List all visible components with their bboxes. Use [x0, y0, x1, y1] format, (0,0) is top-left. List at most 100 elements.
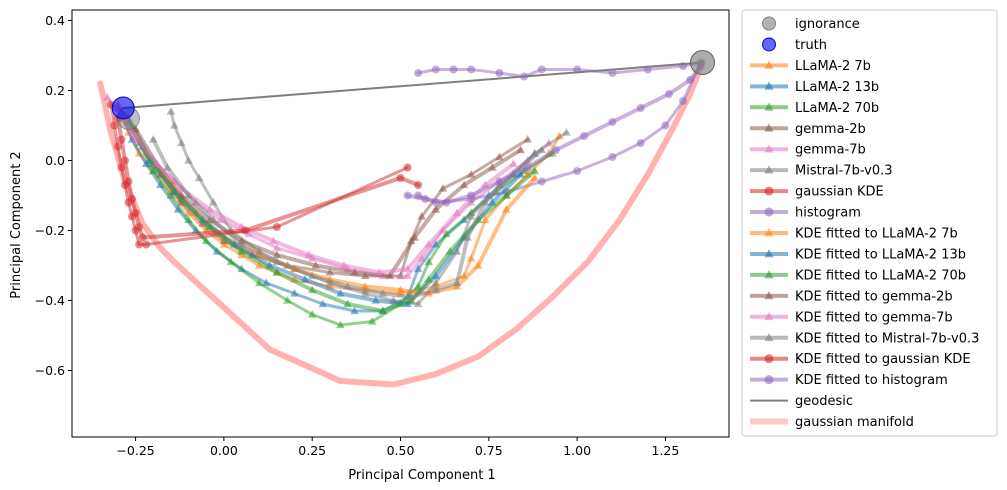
- point-kde-fitted-to-mistral-7b-v0-3: [272, 257, 282, 266]
- point-llama-2-70b: [254, 278, 264, 287]
- special-points: [111, 50, 716, 130]
- x-tick-label: 0.75: [475, 443, 503, 458]
- legend-item-ignorance: ignorance: [762, 16, 860, 32]
- legend-item-kde-fitted-to-gaussian-kde: KDE fitted to gaussian KDE: [750, 352, 971, 367]
- legend-marker: [764, 60, 774, 69]
- point-kde-fitted-to-mistral-7b-v0-3: [378, 289, 388, 297]
- point-kde-fitted-to-gaussian-kde: [138, 233, 147, 242]
- legend-item-kde-fitted-to-llama-2-70b: KDE fitted to LLaMA-2 70b: [750, 268, 966, 283]
- point-kde-fitted-to-gemma-2b: [410, 233, 419, 241]
- plot-frame: [71, 9, 730, 438]
- point-histogram: [467, 65, 476, 74]
- y-tick-label: 0.4: [45, 13, 65, 28]
- point-gaussian-kde: [272, 223, 281, 231]
- point-kde-fitted-to-gaussian-kde: [128, 195, 137, 203]
- point-kde-fitted-to-mistral-7b-v0-3: [463, 233, 472, 241]
- point-gaussian-kde: [110, 121, 119, 130]
- legend-marker: [764, 291, 774, 300]
- point-llama-2-70b: [201, 236, 211, 245]
- point-mistral-7b-v0-3: [360, 289, 370, 297]
- point-kde-fitted-to-llama-2-70b: [502, 191, 511, 199]
- legend: ignorance truth LLaMA-2 7b LLaMA-2 13b LLaMA…: [741, 9, 998, 437]
- point-histogram: [414, 69, 423, 77]
- point-kde-fitted-to-llama-2-70b: [424, 275, 434, 283]
- point-mistral-7b-v0-3: [209, 198, 218, 206]
- y-axis-label: Principal Component 2: [9, 151, 24, 298]
- legend-marker: [764, 354, 774, 364]
- x-tick-label: 1.00: [563, 443, 591, 458]
- point-kde-fitted-to-mistral-7b-v0-3: [163, 163, 172, 171]
- point-gemma-7b: [417, 254, 426, 262]
- x-tick-label: 0.00: [210, 443, 238, 458]
- legend-item-llama-2-13b: LLaMA-2 13b: [750, 80, 879, 95]
- legend-label: gaussian manifold: [795, 415, 914, 430]
- series-kde-fitted-to-histogram: [403, 62, 705, 207]
- point-kde-fitted-to-llama-2-7b: [502, 205, 511, 213]
- point-kde-fitted-to-gemma-7b: [452, 208, 462, 217]
- point-mistral-7b-v0-3: [466, 212, 476, 220]
- line-kde-fitted-to-histogram: [405, 64, 703, 205]
- point-kde-fitted-to-mistral-7b-v0-3: [237, 240, 246, 248]
- series-kde-fitted-to-mistral-7b-v0-3: [148, 135, 547, 301]
- legend-label: LLaMA-2 70b: [795, 101, 879, 116]
- legend-marker: [764, 81, 774, 90]
- point-kde-fitted-to-gaussian-kde: [117, 135, 126, 144]
- point-llama-2-13b: [290, 289, 299, 297]
- point-kde-fitted-to-llama-2-70b: [378, 306, 388, 315]
- point-gemma-2b: [495, 152, 504, 161]
- legend-label: histogram: [795, 206, 861, 221]
- line-kde-fitted-to-mistral-7b-v0-3: [151, 137, 544, 299]
- point-kde-fitted-to-llama-2-70b: [272, 268, 282, 276]
- point-histogram: [608, 153, 617, 161]
- ignorance-point: [690, 50, 716, 75]
- x-tick-label: −0.25: [116, 443, 154, 458]
- legend-label: KDE fitted to gemma-2b: [795, 289, 953, 304]
- point-kde-fitted-to-mistral-7b-v0-3: [406, 292, 416, 301]
- y-tick-label: −0.4: [35, 293, 65, 308]
- point-mistral-7b-v0-3: [170, 121, 179, 129]
- point-kde-fitted-to-gemma-2b: [272, 250, 282, 259]
- legend-item-kde-fitted-to-gemma-7b: KDE fitted to gemma-7b: [750, 310, 953, 325]
- point-kde-fitted-to-gemma-7b: [403, 264, 412, 273]
- point-kde-fitted-to-mistral-7b-v0-3: [148, 135, 158, 143]
- point-histogram: [495, 69, 504, 77]
- legend-label: gaussian KDE: [795, 185, 884, 200]
- y-tick-label: −0.6: [35, 363, 65, 378]
- legend-label: gemma-2b: [795, 122, 866, 137]
- legend-label: gemma-7b: [795, 143, 866, 158]
- point-llama-2-13b: [350, 306, 359, 315]
- point-kde-fitted-to-histogram: [442, 198, 451, 207]
- x-axis: −0.25 0.00 0.25 0.50 0.75 1.00 1.25: [116, 437, 679, 458]
- point-kde-fitted-to-gemma-2b: [385, 271, 395, 280]
- legend-label: LLaMA-2 13b: [795, 80, 879, 95]
- point-kde-fitted-to-mistral-7b-v0-3: [480, 198, 490, 206]
- point-kde-fitted-to-gemma-7b: [339, 261, 349, 269]
- legend-item-histogram: histogram: [750, 206, 861, 221]
- point-histogram: [537, 65, 546, 74]
- point-gaussian-kde: [113, 142, 122, 151]
- point-gemma-2b: [417, 212, 426, 220]
- point-kde-fitted-to-llama-2-13b: [371, 296, 381, 304]
- point-kde-fitted-to-gemma-2b: [516, 145, 525, 154]
- point-kde-fitted-to-gemma-2b: [350, 268, 359, 276]
- point-kde-fitted-to-histogram: [523, 163, 532, 172]
- line-gaussian-manifold: [97, 59, 706, 388]
- point-kde-fitted-to-mistral-7b-v0-3: [307, 271, 317, 280]
- x-axis-label: Principal Component 1: [348, 468, 495, 483]
- point-llama-2-70b: [424, 257, 434, 266]
- point-llama-2-70b: [283, 296, 292, 304]
- point-kde-fitted-to-llama-2-13b: [516, 170, 525, 178]
- point-mistral-7b-v0-3: [177, 138, 186, 147]
- x-tick-label: 0.25: [298, 443, 326, 458]
- line-llama-2-70b: [123, 113, 554, 327]
- point-mistral-7b-v0-3: [431, 278, 441, 287]
- point-histogram: [573, 167, 582, 175]
- point-histogram: [661, 121, 670, 130]
- point-llama-2-70b: [336, 320, 345, 329]
- legend-item-gaussian-kde: gaussian KDE: [750, 185, 884, 200]
- point-kde-fitted-to-llama-2-70b: [307, 285, 317, 294]
- point-gaussian-kde: [117, 163, 126, 172]
- x-tick-label: 0.50: [387, 443, 415, 458]
- point-histogram: [679, 97, 688, 105]
- series-gaussian-manifold: [97, 59, 706, 388]
